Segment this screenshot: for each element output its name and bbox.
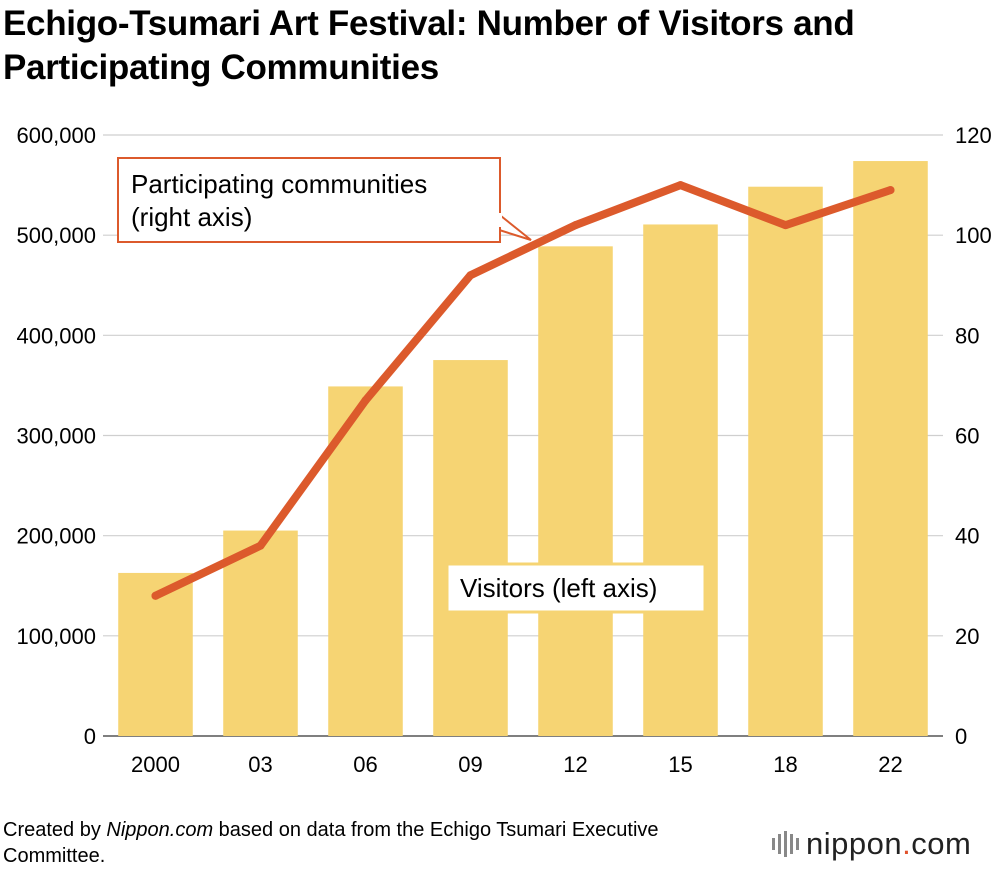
visitors-label: Visitors (left axis)	[460, 573, 657, 603]
left-tick-label: 600,000	[16, 123, 96, 148]
x-tick-label: 09	[458, 752, 482, 777]
visitor-bar	[223, 530, 298, 736]
source-prefix: Created by	[3, 819, 107, 841]
chart-title: Echigo-Tsumari Art Festival: Number of V…	[3, 4, 855, 87]
logo-tld: com	[911, 826, 972, 861]
x-tick-label: 2000	[131, 752, 180, 777]
x-tick-label: 18	[773, 752, 797, 777]
communities-point	[256, 541, 265, 550]
left-tick-label: 400,000	[16, 323, 96, 348]
x-tick-label: 15	[668, 752, 692, 777]
x-tick-label: 22	[878, 752, 902, 777]
right-tick-label: 20	[955, 624, 979, 649]
communities-point	[466, 271, 475, 280]
visitor-bars	[118, 161, 928, 737]
right-tick-label: 80	[955, 323, 979, 348]
communities-point	[781, 221, 790, 230]
visitor-bar	[538, 246, 613, 736]
left-tick-label: 100,000	[16, 624, 96, 649]
callout-gap	[470, 213, 502, 227]
logo-dot: .	[902, 826, 912, 861]
x-tick-label: 12	[563, 752, 587, 777]
visitor-bar	[328, 386, 403, 736]
left-tick-label: 300,000	[16, 424, 96, 449]
nippon-logo: nippon.com	[770, 822, 971, 866]
visitor-bar	[118, 572, 193, 736]
right-tick-label: 0	[955, 724, 967, 749]
communities-line	[151, 181, 895, 600]
communities-line-path	[151, 181, 895, 600]
visitors-legend: Visitors (left axis)	[445, 562, 707, 614]
visitor-bar	[748, 186, 823, 736]
x-axis-ticks: 2000 03 06 09 12 15 18 22	[131, 752, 903, 777]
communities-point	[361, 396, 370, 405]
visitors-label-box	[445, 562, 707, 614]
left-tick-label: 200,000	[16, 524, 96, 549]
right-axis-ticks: 0 20 40 60 80 100 120	[955, 123, 992, 749]
left-tick-label: 0	[84, 724, 96, 749]
logo-text: nippon.com	[806, 826, 971, 862]
communities-label-line2: (right axis)	[131, 202, 252, 232]
left-tick-label: 500,000	[16, 223, 96, 248]
communities-label-line1: Participating communities	[131, 169, 427, 199]
left-axis-ticks: 0 100,000 200,000 300,000 400,000 500,000 600,…	[16, 123, 96, 749]
right-tick-label: 40	[955, 524, 979, 549]
chart-plot: 0 100,000 200,000 300,000 400,000 500,000 600,…	[16, 123, 992, 777]
source-suffix: based on data from the Echigo Tsumari Ex…	[3, 819, 659, 867]
communities-point	[886, 186, 895, 195]
communities-point	[151, 591, 160, 600]
logo-name: nippon	[806, 826, 903, 861]
communities-callout: Participating communities (right axis)	[117, 157, 532, 243]
right-tick-label: 60	[955, 424, 979, 449]
visitor-bar	[853, 161, 928, 737]
right-tick-label: 100	[955, 223, 992, 248]
source-site: Nippon.com	[106, 819, 214, 841]
x-tick-label: 06	[353, 752, 377, 777]
communities-point	[571, 221, 580, 230]
communities-point	[676, 181, 685, 190]
x-tick-label: 03	[248, 752, 272, 777]
callout-box	[117, 157, 501, 243]
visitor-bar	[643, 224, 718, 736]
right-tick-label: 120	[955, 123, 992, 148]
visitor-bar	[433, 360, 508, 736]
logo-mark-icon	[772, 831, 799, 857]
source-note: Created by Nippon.com based on data from…	[3, 817, 763, 869]
